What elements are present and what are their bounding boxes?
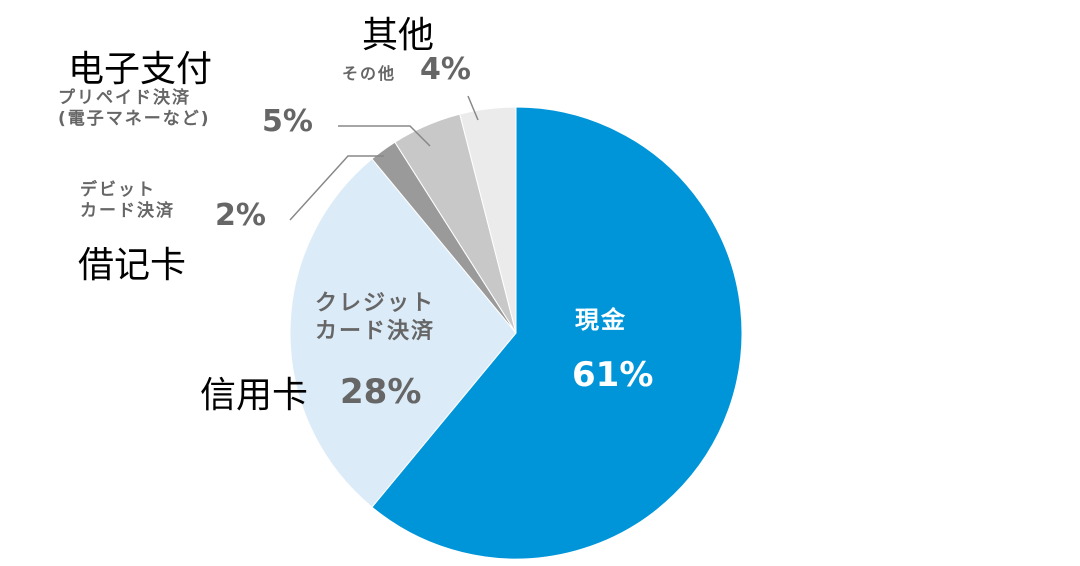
- leader-line: [467, 95, 479, 121]
- slice-label: プリペイド決済 (電子マネーなど): [58, 88, 211, 130]
- leader-lines: [289, 95, 479, 221]
- value-label: 5%: [262, 104, 313, 139]
- pie-slice: [371, 106, 743, 560]
- pie-slice: [459, 106, 517, 334]
- annotation: 借记卡: [78, 245, 187, 286]
- leader-line: [338, 125, 431, 147]
- value-label: 28%: [340, 372, 422, 412]
- annotation: 其他: [362, 15, 435, 56]
- value-label: 2%: [215, 198, 266, 233]
- slice-label: クレジット カード決済: [315, 291, 436, 344]
- slice-label: その他: [342, 64, 397, 83]
- leader-line: [289, 155, 384, 221]
- annotation: 电子支付: [68, 49, 213, 90]
- annotation: 信用卡: [200, 375, 309, 416]
- value-label: 61%: [572, 355, 654, 395]
- slice-label: デビット カード決済: [80, 180, 175, 222]
- pie-slice: [289, 158, 517, 508]
- value-label: 4%: [420, 52, 471, 87]
- slice-label: 現金: [575, 306, 627, 334]
